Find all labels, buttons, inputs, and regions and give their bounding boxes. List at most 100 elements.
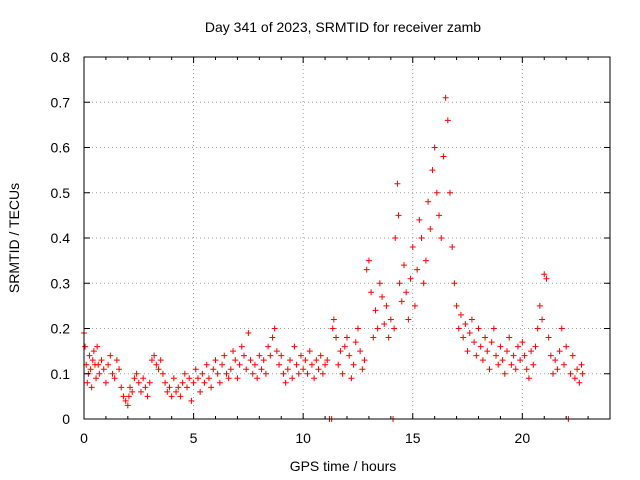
data-point xyxy=(295,370,302,377)
data-point xyxy=(363,266,370,273)
data-point xyxy=(258,366,265,373)
data-point xyxy=(427,225,434,232)
x-tick-label: 20 xyxy=(515,430,531,446)
data-point xyxy=(249,370,256,377)
data-point xyxy=(107,352,114,359)
data-point xyxy=(122,397,129,404)
data-point xyxy=(87,366,94,373)
data-point xyxy=(394,180,401,187)
data-point xyxy=(453,302,460,309)
data-point xyxy=(403,289,410,296)
data-point xyxy=(194,375,201,382)
y-tick-labels: 0 0.1 0.2 0.3 0.4 0.5 0.6 0.7 0.8 xyxy=(51,49,71,427)
data-point xyxy=(313,357,320,364)
data-point xyxy=(151,352,158,359)
data-point xyxy=(157,357,164,364)
data-point xyxy=(484,348,491,355)
data-point xyxy=(503,348,510,355)
data-point xyxy=(90,348,97,355)
data-point xyxy=(208,384,215,391)
data-point xyxy=(383,302,390,309)
axis-ticks xyxy=(83,56,610,420)
data-point xyxy=(146,379,153,386)
data-point xyxy=(429,167,436,174)
data-point xyxy=(497,343,504,350)
data-point xyxy=(188,397,195,404)
data-point xyxy=(247,357,254,364)
data-point xyxy=(93,375,100,382)
data-point xyxy=(414,266,421,273)
data-point xyxy=(381,320,388,327)
data-point xyxy=(166,384,173,391)
data-point xyxy=(173,388,180,395)
x-tick-label: 5 xyxy=(190,430,198,446)
data-point xyxy=(462,320,469,327)
data-point xyxy=(539,316,546,323)
data-point xyxy=(578,361,585,368)
data-point xyxy=(552,357,559,364)
data-point xyxy=(236,361,243,368)
data-point xyxy=(344,334,350,341)
data-point xyxy=(468,316,475,323)
data-point xyxy=(395,212,402,219)
data-point xyxy=(319,370,326,377)
data-point xyxy=(425,198,432,205)
data-point xyxy=(111,375,118,382)
data-point xyxy=(297,352,304,359)
data-point xyxy=(442,94,449,101)
data-point xyxy=(324,357,331,364)
y-tick-label: 0.3 xyxy=(51,275,71,291)
y-tick-label: 0.8 xyxy=(51,49,71,65)
x-tick-label: 15 xyxy=(405,430,421,446)
data-point xyxy=(464,348,471,355)
data-point xyxy=(451,280,458,287)
data-point xyxy=(205,375,212,382)
data-point xyxy=(547,352,554,359)
data-point xyxy=(232,357,239,364)
data-point xyxy=(186,375,193,382)
data-point xyxy=(567,370,574,377)
data-point xyxy=(482,334,489,341)
data-point xyxy=(398,298,405,305)
data-point xyxy=(109,370,116,377)
data-point xyxy=(153,361,160,368)
data-point xyxy=(230,348,237,355)
data-point xyxy=(418,235,425,241)
data-point xyxy=(265,343,272,350)
data-point xyxy=(379,293,386,300)
data-point xyxy=(201,379,208,386)
data-point xyxy=(495,361,502,368)
data-point xyxy=(199,370,206,377)
data-point xyxy=(216,379,223,386)
data-point xyxy=(473,352,480,359)
data-point xyxy=(179,379,186,386)
data-point xyxy=(308,361,315,368)
data-point xyxy=(127,384,134,391)
data-point xyxy=(411,302,418,309)
data-point xyxy=(350,361,357,368)
data-point xyxy=(155,366,162,373)
data-point xyxy=(477,343,484,350)
data-point xyxy=(545,334,552,341)
data-point xyxy=(234,375,241,382)
data-point xyxy=(416,216,423,223)
data-point xyxy=(190,379,197,386)
data-point xyxy=(385,334,392,341)
data-point xyxy=(260,357,267,364)
data-point xyxy=(129,388,136,395)
data-point xyxy=(510,352,517,359)
data-point xyxy=(368,289,375,296)
data-point xyxy=(422,257,429,264)
data-point xyxy=(140,375,147,382)
data-point xyxy=(370,334,377,341)
x-tick-label: 0 xyxy=(80,430,88,446)
data-point xyxy=(556,348,563,355)
data-point xyxy=(534,325,541,332)
data-point xyxy=(120,393,127,400)
data-point xyxy=(488,339,495,346)
data-point xyxy=(519,339,526,346)
data-point xyxy=(440,153,447,160)
data-point xyxy=(528,348,535,355)
data-point xyxy=(400,262,407,269)
data-point xyxy=(457,311,464,318)
